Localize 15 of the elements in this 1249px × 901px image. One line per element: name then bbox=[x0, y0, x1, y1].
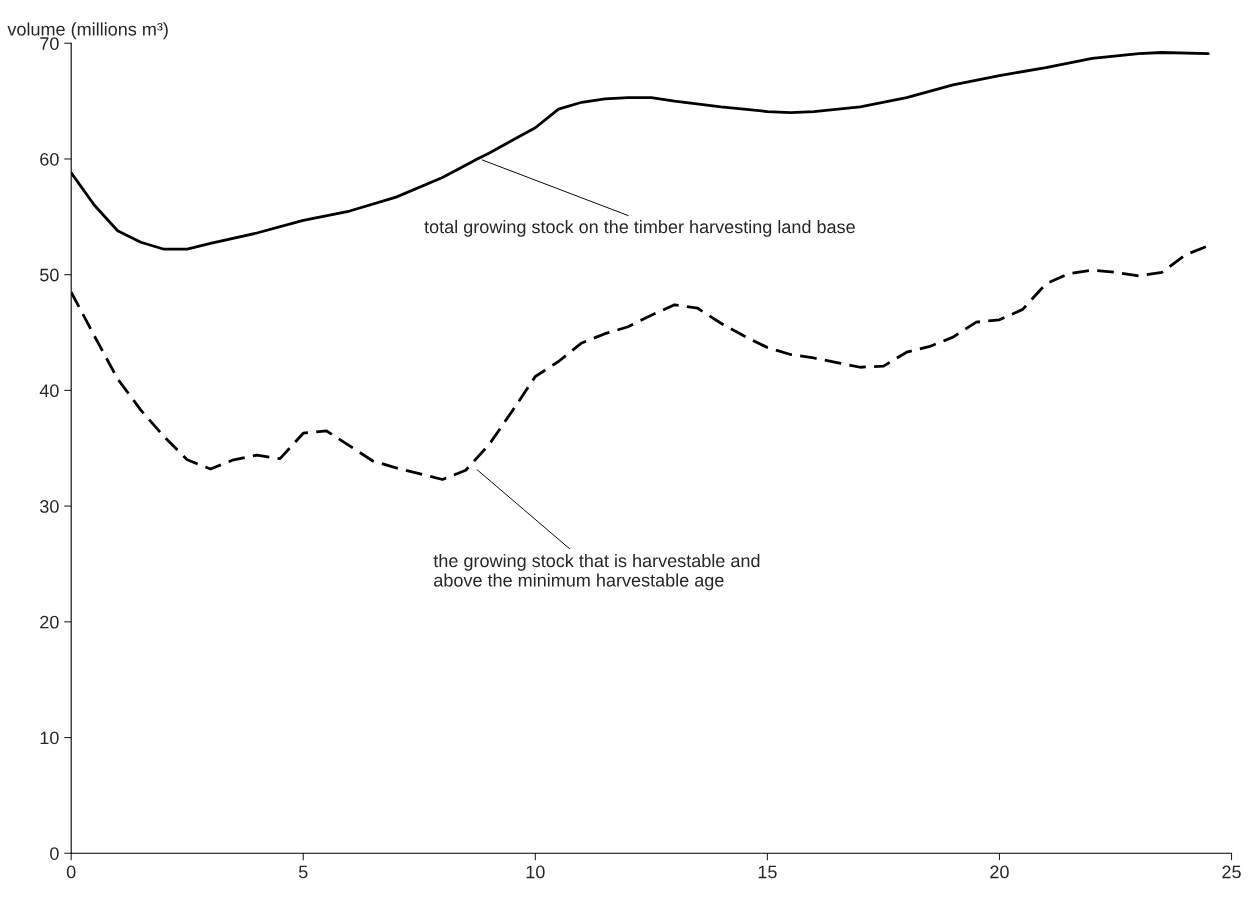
x-tick-label: 20 bbox=[990, 865, 1009, 879]
y-tick-label: 30 bbox=[39, 500, 59, 513]
y-tick-label: 20 bbox=[40, 615, 59, 629]
y-tick-label: 10 bbox=[40, 731, 59, 745]
annotation: total growing stock on the timber harvesting land base bbox=[424, 219, 855, 237]
x-tick-label: 0 bbox=[66, 865, 76, 879]
x-tick-label: 5 bbox=[298, 865, 308, 879]
y-tick-label: 50 bbox=[40, 268, 59, 282]
y-tick-label: 0 bbox=[50, 847, 59, 860]
annotation: the growing stock that is harvestable and above the minimum harvestable age bbox=[433, 553, 760, 591]
y-tick-label: 40 bbox=[39, 384, 59, 398]
x-tick-label: 10 bbox=[526, 865, 545, 879]
x-tick-label: 15 bbox=[758, 865, 777, 879]
x-tick-label: 25 bbox=[1222, 865, 1241, 879]
y-tick-label: 60 bbox=[40, 152, 59, 166]
